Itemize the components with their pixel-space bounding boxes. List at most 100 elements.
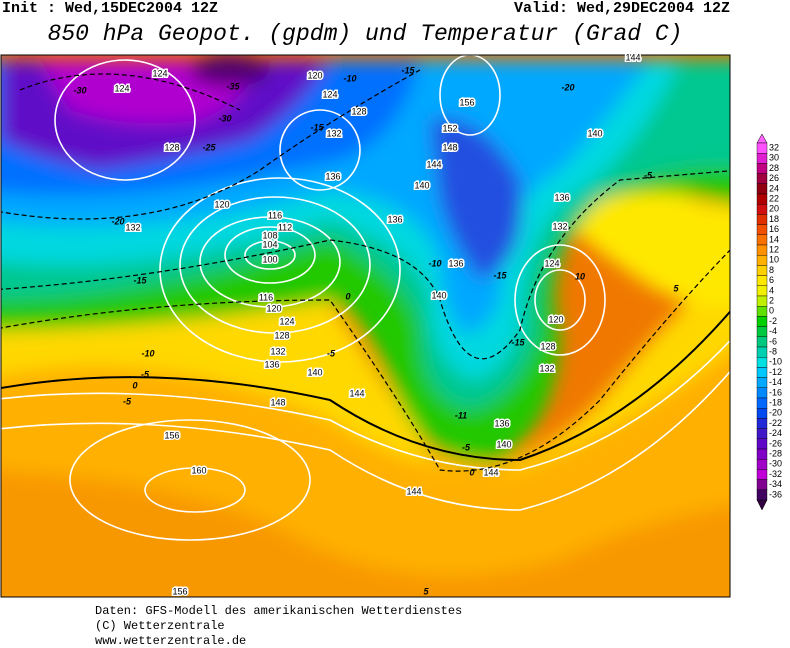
colorbar-label: 6 bbox=[769, 275, 774, 285]
colorbar-label: 32 bbox=[769, 142, 779, 152]
colorbar-swatch bbox=[756, 285, 768, 297]
valid-time: Valid: Wed,29DEC2004 12Z bbox=[514, 0, 730, 17]
geopotential-label: 140 bbox=[587, 128, 602, 138]
geopotential-label: 128 bbox=[540, 341, 555, 351]
colorbar-swatch bbox=[756, 254, 768, 266]
temperature-label: -10 bbox=[141, 348, 154, 358]
geopotential-label: 156 bbox=[459, 97, 474, 107]
temperature-label: -10 bbox=[428, 258, 441, 268]
colorbar-swatch bbox=[756, 489, 768, 501]
geopotential-label: 152 bbox=[442, 123, 457, 133]
colorbar-arrow-bottom bbox=[756, 499, 768, 511]
colorbar-label: -32 bbox=[769, 469, 782, 479]
colorbar-label: 18 bbox=[769, 214, 779, 224]
colorbar-swatch bbox=[756, 224, 768, 236]
colorbar-label: 8 bbox=[769, 265, 774, 275]
geopotential-label: 144 bbox=[426, 159, 441, 169]
geopotential-label: 160 bbox=[191, 465, 206, 475]
colorbar-swatch bbox=[756, 418, 768, 429]
colorbar: 32302826242220181614121086420-2-4-6-8-10… bbox=[756, 142, 782, 501]
temperature-label: -15 bbox=[493, 270, 507, 280]
temperature-label: -10 bbox=[343, 73, 356, 83]
geopotential-label: 136 bbox=[387, 214, 402, 224]
colorbar-swatch bbox=[756, 448, 768, 460]
colorbar-label: -18 bbox=[769, 397, 782, 407]
geopotential-label: 144 bbox=[625, 52, 640, 62]
colorbar-label: 30 bbox=[769, 153, 779, 163]
colorbar-swatch bbox=[756, 367, 768, 378]
colorbar-label: 2 bbox=[769, 295, 774, 305]
geopotential-label: 112 bbox=[278, 222, 292, 232]
geopotential-label: 156 bbox=[172, 586, 187, 596]
map-frame bbox=[0, 54, 731, 598]
temperature-label: -15 bbox=[511, 337, 525, 347]
colorbar-label: -30 bbox=[769, 459, 782, 469]
colorbar-swatch bbox=[756, 346, 768, 358]
init-time: Init : Wed,15DEC2004 12Z bbox=[2, 0, 218, 17]
colorbar-label: -2 bbox=[769, 316, 777, 326]
colorbar-label: 20 bbox=[769, 204, 779, 214]
footer-url: www.wetterzentrale.de bbox=[95, 634, 246, 648]
geopotential-label: 140 bbox=[496, 439, 511, 449]
geopotential-label: 148 bbox=[270, 397, 285, 407]
geopotential-label: 140 bbox=[431, 290, 446, 300]
colorbar-swatch bbox=[756, 152, 768, 164]
geopotential-label: 124 bbox=[322, 89, 337, 99]
geopotential-label: 120 bbox=[307, 70, 322, 80]
geopotential-label: 116 bbox=[259, 292, 273, 302]
colorbar-label: -6 bbox=[769, 336, 777, 346]
geopotential-label: 116 bbox=[268, 210, 282, 220]
temperature-label: -5 bbox=[327, 348, 336, 358]
colorbar-label: 0 bbox=[769, 306, 774, 316]
geopotential-contours bbox=[1, 55, 730, 541]
geopotential-label: 140 bbox=[414, 180, 429, 190]
colorbar-label: -8 bbox=[769, 346, 777, 356]
geopotential-label: 144 bbox=[349, 388, 364, 398]
colorbar-label: 28 bbox=[769, 163, 779, 173]
footer-copyright: (C) Wetterzentrale bbox=[95, 619, 225, 633]
colorbar-arrow-top bbox=[756, 133, 768, 144]
colorbar-swatch bbox=[756, 306, 768, 317]
temperature-label: -15 bbox=[401, 65, 415, 75]
temperature-label: -11 bbox=[455, 410, 467, 420]
colorbar-label: -36 bbox=[769, 489, 782, 499]
colorbar-label: 14 bbox=[769, 234, 779, 244]
temperature-label: -20 bbox=[111, 216, 124, 226]
temperature-label: -30 bbox=[73, 85, 86, 95]
colorbar-swatch bbox=[756, 336, 768, 348]
geopotential-label: 120 bbox=[214, 199, 229, 209]
geopotential-label: 132 bbox=[552, 221, 567, 231]
colorbar-label: -24 bbox=[769, 428, 782, 438]
colorbar-swatch bbox=[756, 387, 768, 399]
geopotential-label: 124 bbox=[279, 316, 294, 326]
geopotential-label: 128 bbox=[351, 106, 366, 116]
colorbar-swatch bbox=[756, 142, 768, 154]
colorbar-swatch bbox=[756, 428, 768, 440]
geopotential-label: 132 bbox=[125, 222, 140, 232]
colorbar-swatch bbox=[756, 459, 768, 470]
colorbar-label: -4 bbox=[769, 326, 777, 336]
geopotential-label: 128 bbox=[164, 142, 179, 152]
geopotential-label: 156 bbox=[164, 430, 179, 440]
geopotential-label: 140 bbox=[307, 367, 322, 377]
colorbar-swatch bbox=[756, 173, 768, 185]
geopotential-label: 120 bbox=[266, 303, 281, 313]
geopotential-label: 144 bbox=[406, 486, 421, 496]
colorbar-swatch bbox=[756, 469, 768, 480]
colorbar-swatch bbox=[756, 438, 768, 450]
colorbar-swatch bbox=[756, 183, 768, 195]
geopotential-label: 128 bbox=[274, 330, 289, 340]
temperature-label: -20 bbox=[561, 82, 574, 92]
colorbar-label: 12 bbox=[769, 244, 779, 254]
temperature-label: -15 bbox=[310, 122, 324, 132]
temperature-label: -35 bbox=[226, 81, 240, 91]
temperature-label: 0 bbox=[469, 467, 474, 477]
colorbar-label: 4 bbox=[769, 285, 774, 295]
temperature-label: -5 bbox=[141, 369, 150, 379]
zero-isotherm bbox=[1, 310, 730, 462]
geopotential-label: 104 bbox=[262, 239, 277, 249]
temperature-label: 5 bbox=[673, 283, 679, 293]
colorbar-label: -34 bbox=[769, 479, 782, 489]
